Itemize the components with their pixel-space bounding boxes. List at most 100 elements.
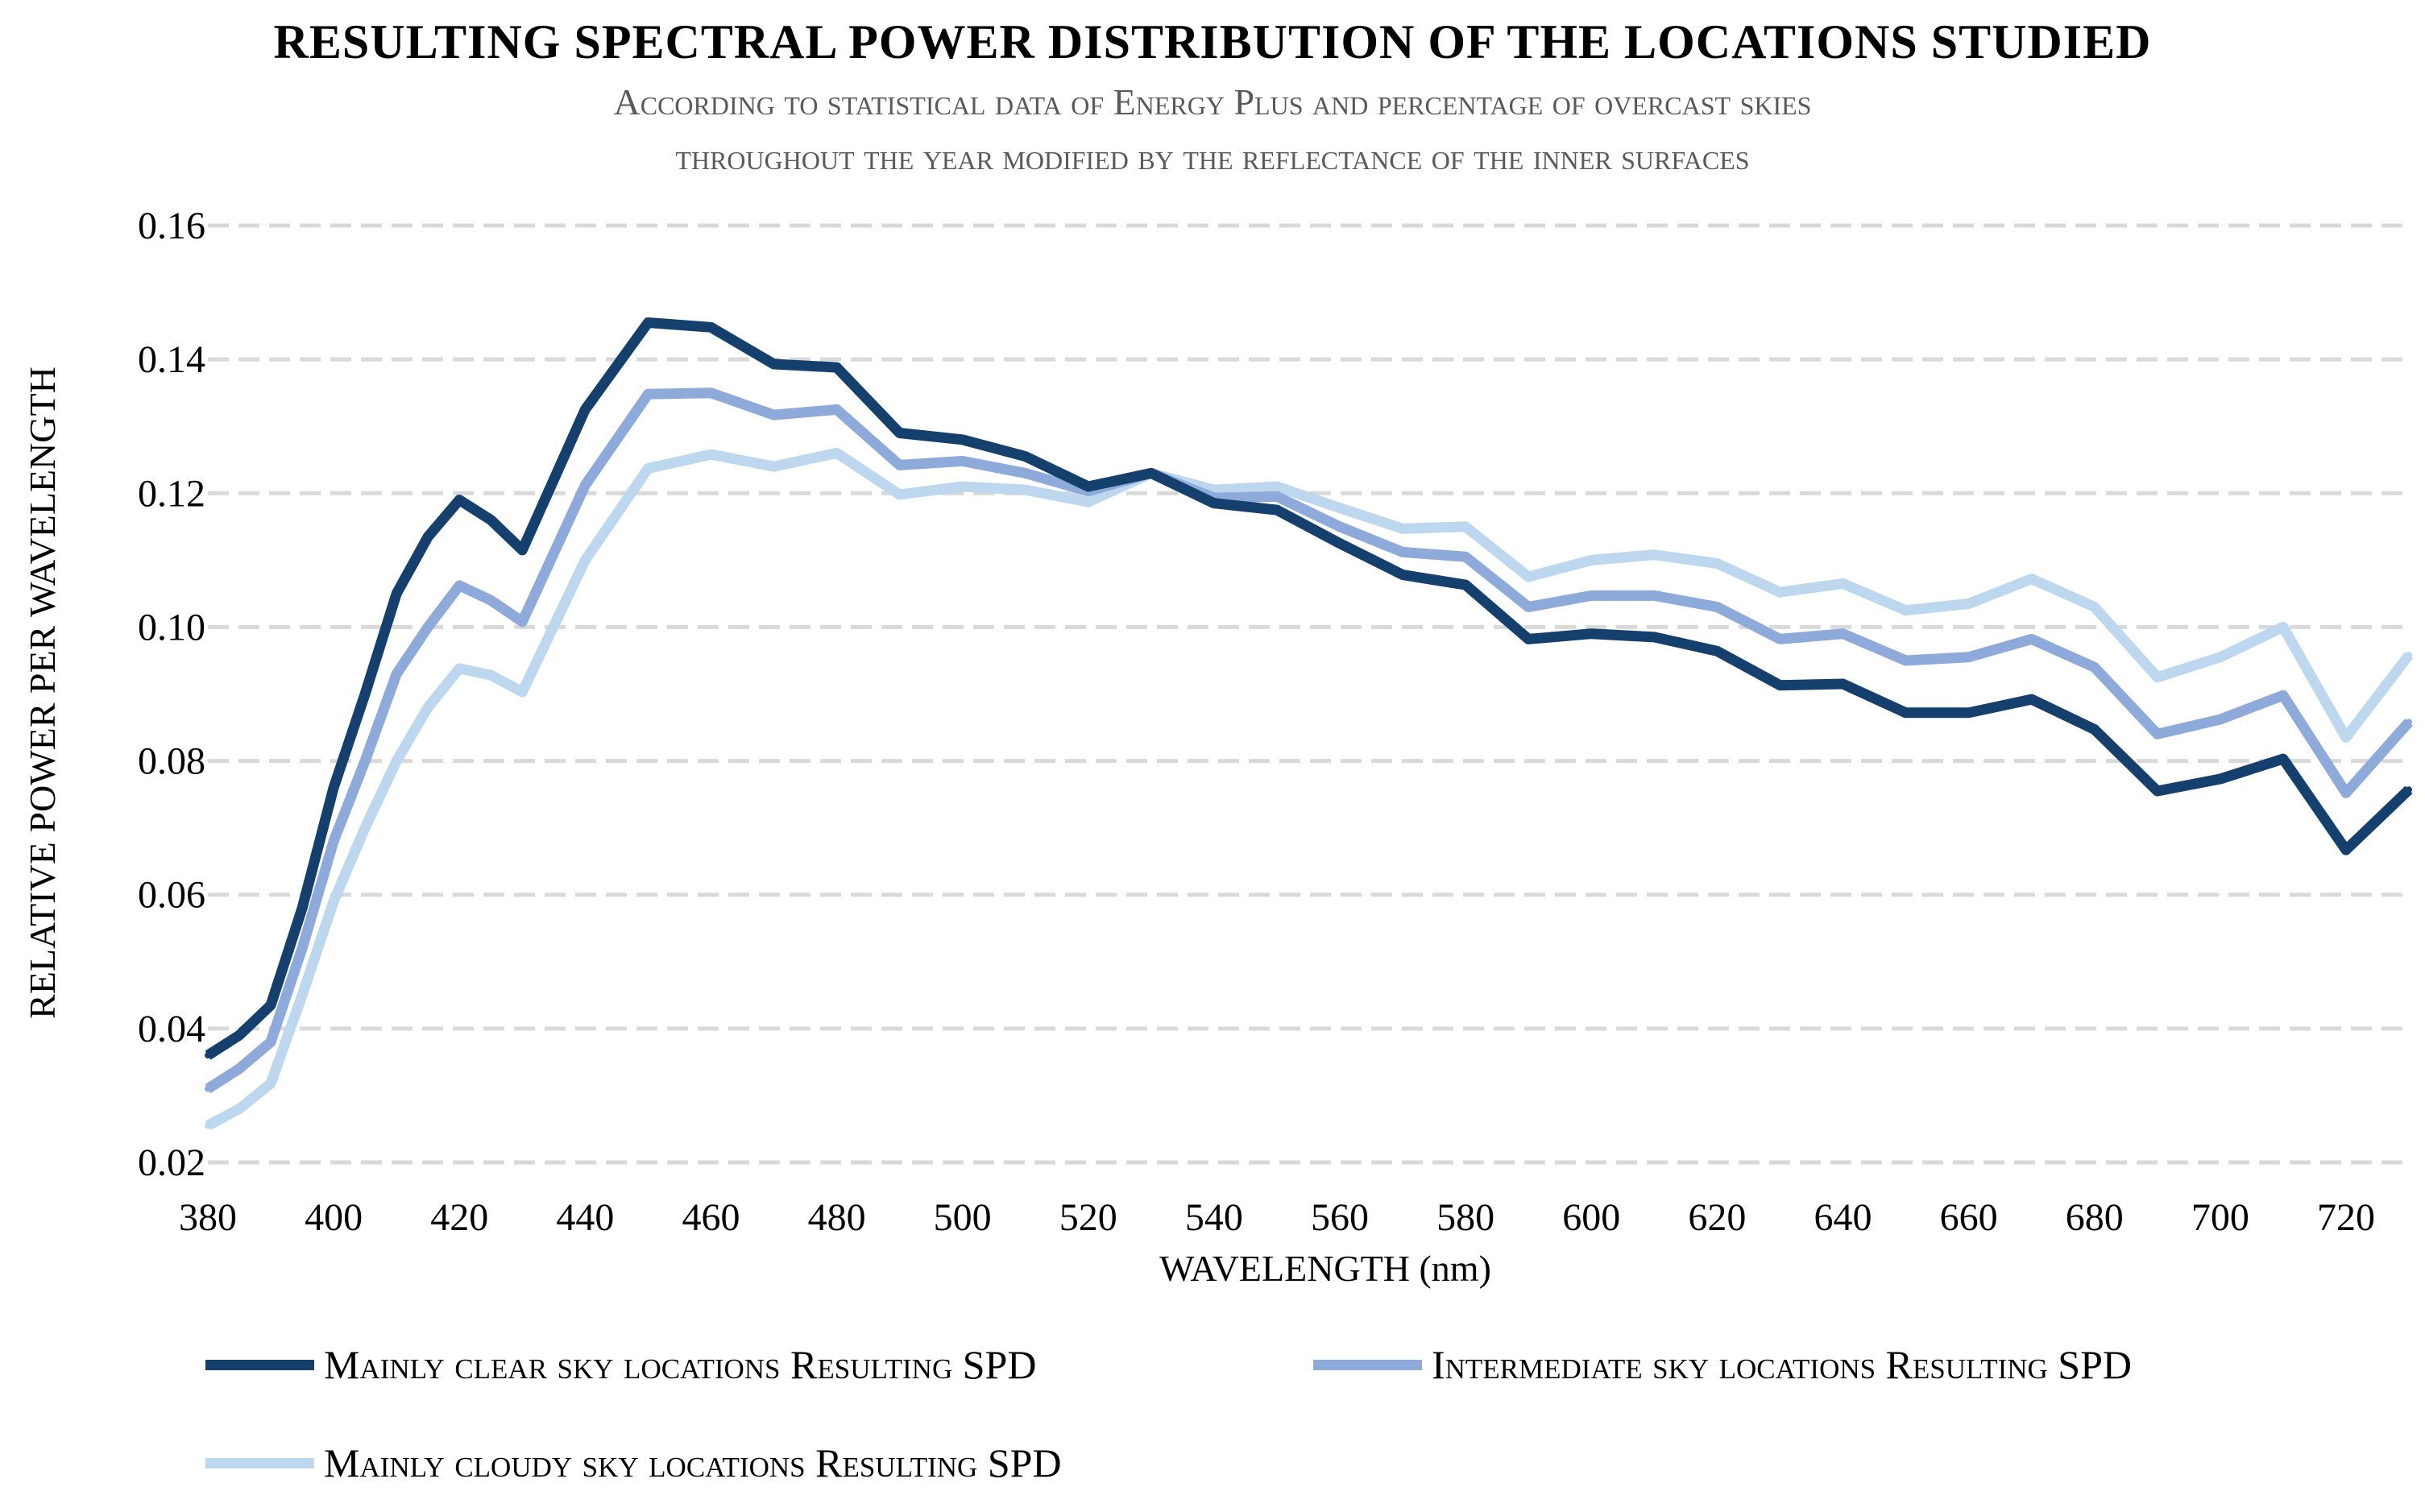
legend-item-intermediate-sky[interactable]: Intermediate sky locations Resulting SPD — [1313, 1341, 2132, 1388]
x-tick-label: 640 — [1814, 1196, 1872, 1239]
x-axis-title: WAVELENGTH (nm) — [1159, 1248, 1491, 1289]
data-point — [645, 391, 652, 398]
data-point — [393, 757, 400, 764]
data-point — [1965, 600, 1972, 607]
data-point — [1651, 633, 1658, 640]
data-point — [236, 1032, 243, 1039]
data-point — [299, 905, 306, 912]
data-point — [1839, 630, 1847, 637]
data-point — [456, 496, 463, 503]
x-tick-label: 440 — [556, 1196, 614, 1239]
grid-lines — [208, 223, 2409, 1165]
data-point — [2153, 673, 2161, 681]
data-point — [2342, 734, 2349, 741]
y-tick-label: 0.08 — [138, 740, 205, 783]
x-tick-label: 520 — [1059, 1196, 1117, 1239]
data-point — [2342, 847, 2349, 854]
x-tick-label: 600 — [1562, 1196, 1620, 1239]
data-point — [425, 533, 432, 541]
data-point — [1902, 607, 1909, 614]
data-point — [582, 482, 589, 489]
data-point — [896, 429, 903, 437]
data-point — [1839, 580, 1847, 587]
data-point — [393, 670, 400, 677]
data-point — [1462, 582, 1470, 589]
data-point — [1147, 470, 1154, 477]
y-axis-tick-labels: 0.02 0.04 0.06 0.08 0.10 0.12 0.14 0.16 — [138, 205, 205, 1184]
data-point — [1022, 470, 1029, 477]
x-tick-label: 560 — [1311, 1196, 1369, 1239]
data-point — [519, 689, 526, 696]
legend-label-intermediate-sky: Intermediate sky locations Resulting SPD — [1432, 1342, 2133, 1387]
data-point — [582, 557, 589, 564]
data-point — [896, 491, 903, 498]
data-point — [1462, 523, 1470, 530]
data-point — [959, 483, 966, 490]
data-point — [896, 462, 903, 469]
x-tick-label: 500 — [934, 1196, 992, 1239]
x-tick-label: 480 — [808, 1196, 866, 1239]
y-tick-label: 0.16 — [138, 205, 205, 247]
y-tick-label: 0.02 — [138, 1141, 205, 1184]
data-point — [2153, 787, 2161, 794]
x-tick-label: 380 — [179, 1196, 237, 1239]
data-point — [1022, 487, 1029, 494]
data-point — [205, 1085, 211, 1092]
data-point — [1776, 681, 1784, 689]
data-point — [1839, 681, 1847, 688]
data-point — [1399, 549, 1407, 556]
data-point — [1399, 525, 1407, 532]
data-point — [1588, 592, 1595, 599]
data-point — [362, 757, 369, 764]
data-point — [2028, 636, 2035, 643]
x-tick-label: 660 — [1940, 1196, 1998, 1239]
data-point — [2028, 696, 2035, 703]
data-point — [1525, 636, 1532, 643]
y-tick-label: 0.14 — [138, 338, 205, 381]
series-line-clear-sky[interactable] — [205, 317, 2413, 1060]
data-point — [2028, 575, 2035, 582]
data-point — [1965, 709, 1972, 716]
data-point — [1210, 487, 1217, 494]
x-tick-label: 580 — [1436, 1196, 1494, 1239]
data-point — [959, 436, 966, 443]
data-point — [959, 458, 966, 465]
data-point — [770, 463, 777, 470]
legend-swatch-clear-sky — [205, 1359, 314, 1370]
data-point — [1714, 603, 1721, 611]
x-tick-label: 700 — [2191, 1196, 2249, 1239]
data-point — [456, 665, 463, 672]
data-point — [1462, 553, 1470, 561]
data-point — [267, 1079, 275, 1087]
data-point — [1902, 657, 1909, 664]
data-point — [362, 824, 369, 831]
data-point — [487, 672, 495, 679]
data-point — [2279, 623, 2286, 631]
data-point — [1337, 504, 1344, 512]
data-point — [362, 690, 369, 698]
data-point — [2091, 603, 2098, 611]
legend-swatch-cloudy-sky — [205, 1457, 314, 1469]
data-point — [456, 582, 463, 589]
data-point — [1022, 453, 1029, 460]
legend-item-cloudy-sky[interactable]: Mainly cloudy sky locations Resulting SP… — [205, 1440, 1062, 1486]
x-tick-label: 420 — [430, 1196, 488, 1239]
chart-subtitle-line-2: throughout the year modified by the refl… — [675, 136, 1750, 177]
series-line-cloudy-sky[interactable] — [205, 447, 2414, 1131]
data-point — [487, 597, 495, 604]
chart-subtitle-line-1: According to statistical data of Energy … — [613, 81, 1812, 122]
x-tick-label: 620 — [1688, 1196, 1746, 1239]
data-point — [1273, 493, 1280, 500]
x-tick-label: 400 — [305, 1196, 363, 1239]
legend-item-clear-sky[interactable]: Mainly clear sky locations Resulting SPD — [205, 1341, 1036, 1388]
series-clear-sky — [205, 317, 2413, 1060]
data-point — [425, 623, 432, 631]
data-point — [1084, 499, 1092, 506]
data-point — [1902, 709, 1909, 716]
data-point — [2406, 719, 2412, 726]
data-point — [2406, 652, 2412, 659]
data-point — [330, 784, 338, 791]
data-point — [267, 1001, 275, 1009]
data-point — [1525, 603, 1532, 611]
